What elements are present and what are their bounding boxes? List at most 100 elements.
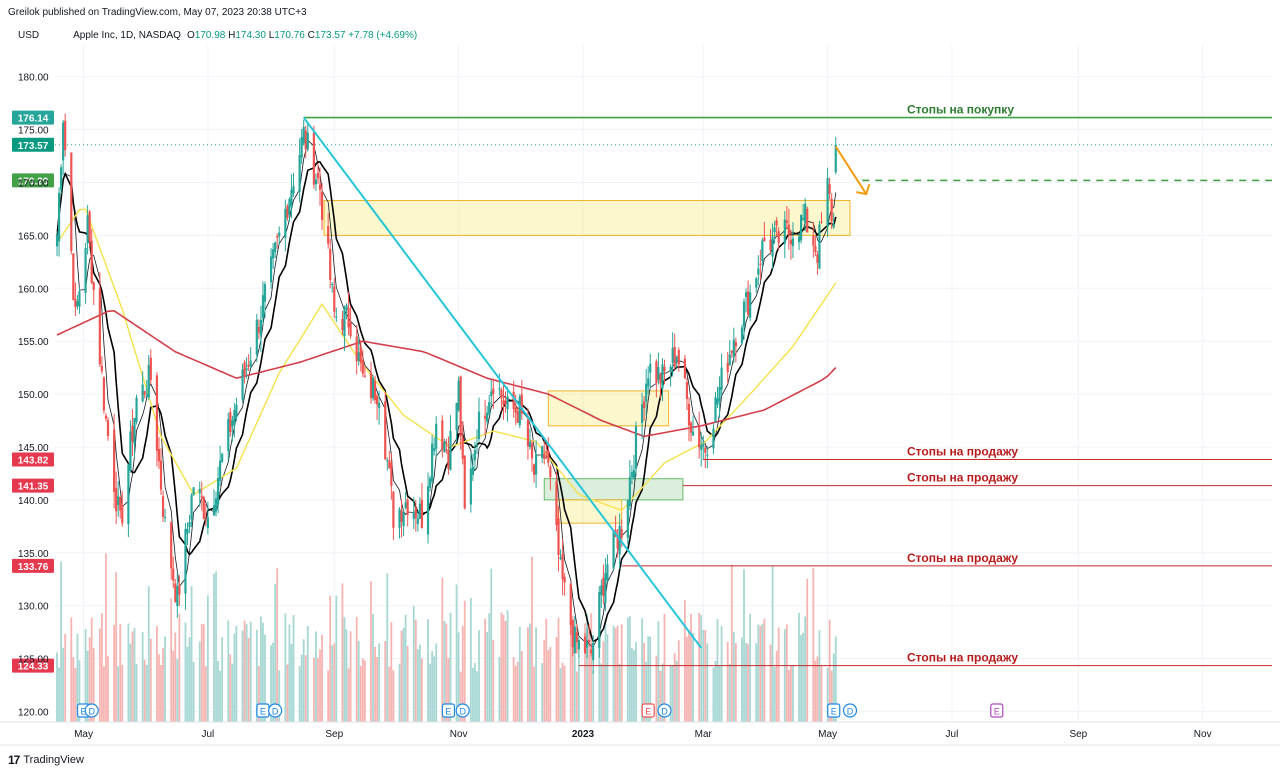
candle-body [212, 505, 216, 516]
volume-bar [302, 639, 305, 722]
volume-bar [586, 614, 588, 722]
candle-body [512, 391, 515, 409]
candle-body [791, 238, 795, 247]
candle-body [620, 529, 623, 538]
candle-body [274, 242, 277, 253]
volume-bar [655, 655, 658, 722]
candle-body [720, 367, 723, 390]
volume-bar [164, 636, 166, 722]
candle-body [712, 428, 715, 449]
volume-bar [675, 660, 678, 722]
candle-body [545, 451, 548, 453]
candle-body [286, 206, 289, 219]
volume-bar [714, 661, 717, 722]
volume-bar [170, 598, 173, 722]
change-value: +7.78 (+4.69%) [348, 30, 418, 41]
volume-bar [787, 669, 790, 722]
candle-body [492, 388, 495, 395]
volume-bar [241, 630, 244, 722]
volume-bar [404, 614, 407, 722]
candle-body [304, 130, 307, 150]
candle-body [400, 510, 403, 522]
volume-bar [272, 642, 275, 722]
high-value: 174.30 [235, 30, 266, 41]
candle-body [828, 184, 831, 194]
candle-body [759, 263, 762, 265]
open-value: 170.98 [194, 30, 226, 41]
candle-body [272, 249, 275, 259]
candle-body [62, 122, 65, 161]
volume-bar [435, 643, 438, 722]
volume-bar [363, 660, 366, 722]
candle-body [832, 224, 835, 228]
volume-bar [331, 645, 334, 722]
volume-bar [288, 624, 291, 722]
candle-body [461, 437, 464, 459]
volume-bar [759, 625, 762, 722]
candle-body [163, 517, 167, 519]
candle-body [657, 367, 660, 380]
volume-bar [832, 653, 835, 722]
volume-bar [763, 618, 766, 722]
volume-bar [86, 650, 89, 722]
volume-bar [543, 639, 546, 722]
volume-bar [427, 619, 429, 722]
zone-box [323, 199, 851, 236]
candle-body [88, 211, 91, 242]
x-tick-label: Sep [1069, 729, 1087, 740]
candle-body [773, 227, 776, 233]
volume-bar [633, 650, 635, 722]
candle-body [249, 360, 252, 366]
candle-body [757, 268, 760, 275]
candle-body [259, 319, 262, 336]
candle-body [76, 301, 79, 307]
candle-body [229, 412, 232, 433]
volume-bar [484, 618, 487, 722]
candle-body [106, 420, 110, 437]
candle-body [606, 564, 609, 581]
candle-body [192, 487, 195, 496]
volume-bar [192, 661, 195, 722]
candle-body [643, 401, 646, 409]
dividend-marker [84, 703, 99, 718]
volume-bar [278, 669, 281, 722]
candle-body [812, 235, 815, 246]
candle-body [532, 464, 536, 475]
candle-body [386, 460, 389, 462]
volume-bar [56, 652, 58, 722]
candle-body [785, 220, 788, 223]
candle-body [331, 284, 334, 286]
candle-body [626, 500, 629, 538]
candles [55, 113, 837, 674]
candle-body [600, 585, 603, 595]
candle-body [587, 639, 591, 643]
candle-body [583, 636, 587, 653]
volume-bar [319, 649, 321, 722]
symbol-title[interactable]: Apple Inc, 1D, NASDAQ [73, 30, 181, 41]
y-tick-label: 170.00 [18, 179, 49, 190]
tradingview-logo[interactable]: 17 TradingView [8, 753, 84, 767]
dividend-marker [657, 703, 672, 718]
volume-bar [478, 630, 480, 722]
volume-bar [245, 624, 248, 722]
candle-body [100, 365, 103, 372]
candle-body [202, 497, 205, 519]
candle-body [418, 503, 421, 519]
earnings-label: E [645, 707, 651, 717]
volume-bar [60, 561, 63, 722]
candle-body [604, 573, 607, 604]
candle-body [90, 240, 93, 283]
candle-body [133, 417, 136, 444]
volume-bar [174, 632, 177, 722]
volume-bar [264, 634, 266, 722]
volume-bar [388, 666, 391, 722]
volume-bar [76, 633, 79, 722]
sell-stops-label: Стопы на продажу [907, 651, 1018, 665]
candle-body [663, 366, 666, 372]
volume-bar [755, 643, 758, 722]
volume-bar [555, 637, 558, 722]
candle-body [675, 357, 678, 363]
candle-body [800, 214, 803, 241]
candle-body [314, 179, 318, 185]
